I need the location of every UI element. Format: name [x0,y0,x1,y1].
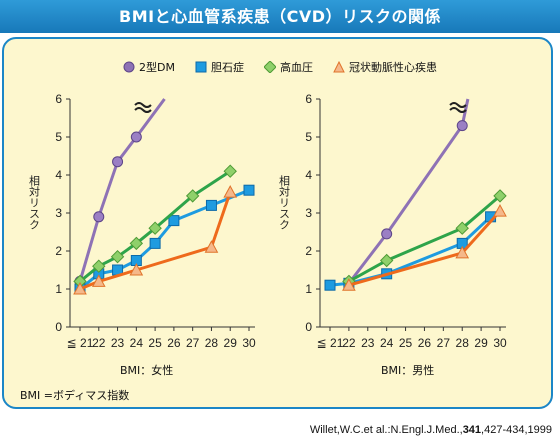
y-tick-label: 5 [55,130,62,144]
data-point [110,249,125,264]
x-tick-label: 26 [418,336,432,350]
x-tick-label: ≦ 21 [67,336,94,350]
legend-marker-diamond [263,61,276,73]
axis-break-icon [449,102,467,113]
y-tick-label: 2 [55,244,62,258]
data-point [92,259,106,273]
data-point [130,131,142,143]
y-tick-label: 6 [55,92,62,106]
data-point [149,237,161,249]
legend-item-chd: 冠状動脈性心疾患 [333,59,437,75]
legend-label: 胆石症 [210,61,244,74]
x-axis-label-female: BMI：女性 [120,364,174,377]
x-tick-label: 30 [242,336,256,350]
legend-label: 冠状動脈性心疾患 [348,61,437,74]
y-tick-label: 4 [55,168,62,182]
chart-title: BMIと心血管系疾患（CVD）リスクの関係 [0,0,560,33]
axis-break-icon [134,102,152,113]
x-tick-label: 25 [399,336,413,350]
legend-item-gallstone: 胆石症 [195,59,244,75]
legend-item-hypertension: 高血圧 [263,59,313,75]
data-point [223,164,237,178]
x-tick-label: ≦ 21 [317,336,344,350]
data-point [493,189,507,203]
x-tick-label: 23 [111,336,125,350]
x-axis-label-male: BMI：男性 [381,364,435,377]
x-tick-label: 27 [186,336,200,350]
x-tick-label: 26 [167,336,181,350]
data-point [129,236,144,251]
x-tick-label: 24 [130,336,144,350]
legend-marker-square [195,61,207,73]
series-line [348,210,502,287]
x-tick-label: 29 [474,336,488,350]
legend-item-dm: 2型DM [123,59,175,75]
citation-suffix: ,427-434,1999 [481,424,552,436]
data-point [455,221,469,235]
x-tick-label: 23 [361,336,375,350]
x-tick-label: 27 [437,336,451,350]
y-tick-label: 3 [305,206,312,220]
y-tick-label: 1 [305,282,312,296]
y-axis-label: 相対リスク [278,175,291,230]
x-tick-label: 24 [380,336,394,350]
x-tick-label: 28 [205,336,219,350]
data-point [324,279,336,291]
legend: 2型DM 胆石症 高血圧 冠状動脈性心疾患 [0,59,560,75]
data-point [243,184,255,196]
legend-label: 高血圧 [279,61,313,74]
data-point [493,204,507,217]
data-point [91,274,106,287]
data-point [379,253,394,268]
y-tick-label: 3 [55,206,62,220]
y-tick-label: 4 [305,168,312,182]
data-point [204,240,219,253]
x-tick-label: 30 [493,336,507,350]
y-tick-label: 0 [305,320,312,334]
data-point [168,215,180,227]
y-tick-label: 1 [55,282,62,296]
y-tick-label: 5 [305,130,312,144]
y-axis-label: 相対リスク [28,175,41,230]
series-line [348,194,501,283]
data-point [381,228,393,240]
data-point [148,221,162,235]
data-point [185,189,200,203]
data-point [223,185,238,198]
series-line [347,98,470,285]
data-point [205,199,217,211]
x-tick-label: 29 [224,336,238,350]
data-point [129,262,144,276]
data-point [73,281,87,295]
y-tick-label: 2 [305,244,312,258]
data-point [93,211,105,223]
bmi-note: BMI =ボディマス指数 [20,389,130,402]
y-tick-label: 6 [305,92,312,106]
data-point [455,245,470,259]
legend-label: 2型DM [139,61,175,74]
citation-prefix: Willet,W.C.et al.:N.Engl.J.Med., [309,424,463,436]
data-point [342,278,356,291]
x-tick-label: 28 [456,336,470,350]
citation-volume: 341 [462,424,482,436]
legend-marker-triangle [333,61,345,73]
y-tick-label: 0 [55,320,62,334]
series-line [79,188,250,291]
x-tick-label: 22 [92,336,106,350]
legend-marker-circle [123,61,135,73]
data-point [112,156,124,168]
x-tick-label: 25 [148,336,162,350]
citation: Willet,W.C.et al.:N.Engl.J.Med.,341,427-… [310,424,552,436]
x-tick-label: 22 [342,336,356,350]
data-point [456,120,468,132]
